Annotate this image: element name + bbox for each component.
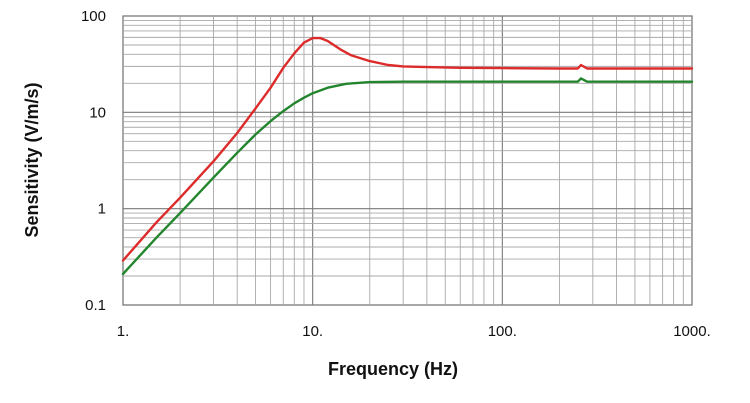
series-layer <box>121 36 694 276</box>
x-axis-title: Frequency (Hz) <box>328 359 458 379</box>
y-tick-label: 10 <box>89 104 106 121</box>
plot-area <box>122 15 693 306</box>
x-tick-label: 10. <box>302 323 323 340</box>
grid <box>122 15 693 306</box>
series-line-2 <box>121 77 694 276</box>
y-axis-title: Sensitivity (V/m/s) <box>22 82 42 237</box>
y-tick-label: 100 <box>81 8 106 25</box>
x-tick-labels: 1. 10. 100. 1000. <box>117 323 711 340</box>
y-tick-label: 1 <box>98 201 106 218</box>
x-tick-label: 1000. <box>673 323 711 340</box>
x-tick-label: 100. <box>488 323 517 340</box>
y-tick-labels: 0.1 1 10 100 <box>81 8 106 314</box>
x-tick-label: 1. <box>117 323 130 340</box>
y-tick-label: 0.1 <box>85 297 106 314</box>
series-line-1 <box>121 36 694 262</box>
